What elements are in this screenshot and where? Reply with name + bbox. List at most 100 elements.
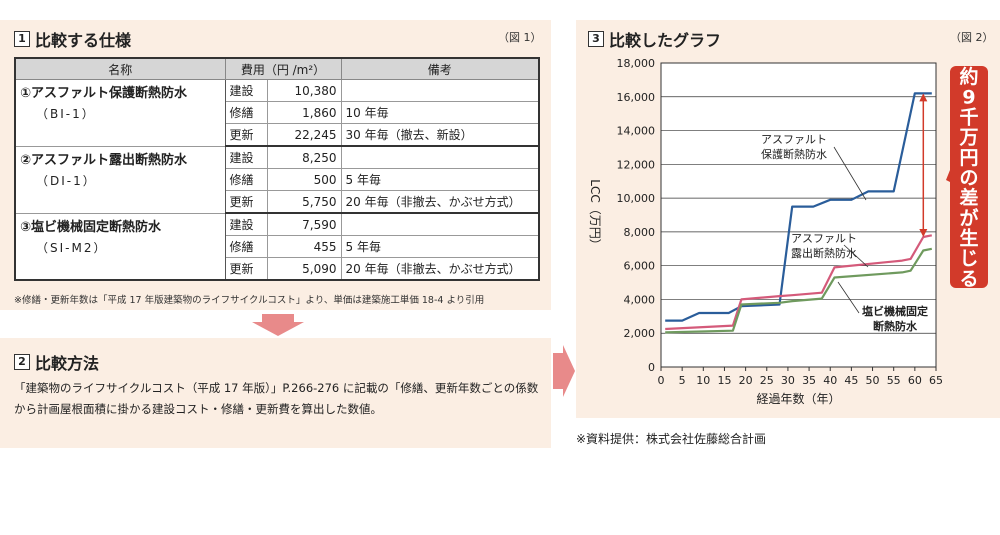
arrow-head-up xyxy=(919,93,928,102)
section-title: 比較したグラフ xyxy=(609,31,722,50)
section-title: 比較する仕様 xyxy=(35,31,132,50)
cost-item: 更新 xyxy=(224,190,268,214)
callout-char: 生 xyxy=(959,227,978,250)
spec-name-cell: ②アスファルト露出断熱防水 （DI-1） xyxy=(14,145,226,214)
y-tick-label: 18,000 xyxy=(617,57,656,70)
x-tick-label: 40 xyxy=(823,374,837,387)
callout-char: の xyxy=(959,167,978,189)
x-tick-label: 35 xyxy=(802,374,816,387)
spec-name: ①アスファルト保護断熱防水 xyxy=(20,86,188,101)
section-number: 1 xyxy=(14,31,30,47)
callout-char: 円 xyxy=(959,147,978,169)
annotation-text: 保護断熱防水 xyxy=(761,147,827,161)
note-cell: 20 年毎（非撤去、かぶせ方式） xyxy=(340,190,540,214)
figure-tag: （図 1） xyxy=(498,31,542,44)
series-line-3 xyxy=(665,247,933,334)
note-cell: 30 年毎（撤去、新設） xyxy=(340,123,540,147)
cost-item: 修繕 xyxy=(224,235,268,258)
method-panel: 2 比較方法 「建築物のライフサイクルコスト（平成 17 年版）」P.266-2… xyxy=(0,338,551,448)
footnote: ※修繕・更新年数は「平成 17 年版建築物のライフサイクルコスト」より、単価は建… xyxy=(14,295,485,306)
x-tick-label: 50 xyxy=(866,374,880,387)
callout-char: 万 xyxy=(958,127,978,149)
x-tick-label: 0 xyxy=(658,374,665,387)
spec-name-cell: ①アスファルト保護断熱防水 （BI-1） xyxy=(14,79,226,147)
y-tick-label: 16,000 xyxy=(617,91,656,104)
annotation-leader xyxy=(833,146,867,201)
x-tick-label: 20 xyxy=(739,374,753,387)
annotation-text: 露出断熱防水 xyxy=(791,246,857,260)
annotation-text: 断熱防水 xyxy=(873,319,918,333)
down-arrow-icon xyxy=(252,314,304,336)
cost-value: 5,090 xyxy=(266,257,342,281)
cost-value: 1,860 xyxy=(266,101,342,124)
y-tick-label: 6,000 xyxy=(624,260,656,273)
section2-heading: 2 比較方法 xyxy=(14,350,99,374)
note-cell: 20 年毎（非撤去、かぶせ方式） xyxy=(340,257,540,281)
table-row: ①アスファルト保護断熱防水 （BI-1） 建設 10,380 xyxy=(14,79,540,147)
callout-char: 約 xyxy=(959,65,978,88)
x-tick-label: 60 xyxy=(908,374,922,387)
header-name: 名称 xyxy=(14,57,226,80)
section-number: 3 xyxy=(588,31,604,47)
spec-name-cell: ③塩ビ機械固定断熱防水 （SI-M2） xyxy=(14,212,226,281)
cost-value: 10,380 xyxy=(266,79,342,102)
section3-heading: 3 比較したグラフ xyxy=(588,27,721,51)
x-tick-label: 45 xyxy=(844,374,858,387)
graph-panel: 3 比較したグラフ （図 2） 0 2,000 4,000 6,000 8,000 10,… xyxy=(576,20,1000,418)
callout-char: 9 xyxy=(962,86,975,108)
spec-code: （SI-M2） xyxy=(36,240,108,255)
y-tick-label: 14,000 xyxy=(617,125,656,138)
x-tick-label: 55 xyxy=(887,374,901,387)
table-row: ②アスファルト露出断熱防水 （DI-1） 建設 8,250 xyxy=(14,145,540,214)
cost-value: 455 xyxy=(266,235,342,258)
cost-item: 建設 xyxy=(224,145,268,169)
table-row: 修繕 455 5 年毎 xyxy=(15,235,540,258)
source-credit: ※資料提供：株式会社佐藤総合計画 xyxy=(576,432,767,446)
figure-tag: （図 2） xyxy=(950,31,994,44)
table-row: 更新 5,750 20 年毎（非撤去、かぶせ方式） xyxy=(15,190,540,214)
section-number: 2 xyxy=(14,354,30,370)
note-cell xyxy=(340,145,540,169)
series-line-2 xyxy=(665,234,933,331)
header-note: 備考 xyxy=(340,57,540,80)
cost-value: 500 xyxy=(266,168,342,191)
x-axis-label: 経過年数（年） xyxy=(756,391,840,406)
callout-char: る xyxy=(959,268,978,290)
callout-pointer xyxy=(946,170,950,182)
table-row: 更新 22,245 30 年毎（撤去、新設） xyxy=(15,123,540,147)
lcc-line-chart: 0 2,000 4,000 6,000 8,000 10,000 12,000 14,000 1… xyxy=(588,57,988,406)
callout-box xyxy=(950,66,988,288)
cost-value: 22,245 xyxy=(266,123,342,147)
spec-code: （BI-1） xyxy=(36,107,96,121)
method-text: 「建築物のライフサイクルコスト（平成 17 年版）」P.266-276 に記載の… xyxy=(14,381,539,416)
x-tick-label: 30 xyxy=(781,374,795,387)
spec-code: （DI-1） xyxy=(36,173,97,188)
table-row: ③塩ビ機械固定断熱防水 （SI-M2） 建設 7,590 xyxy=(14,212,540,281)
note-cell: 5 年毎 xyxy=(340,168,540,191)
x-tick-label: 15 xyxy=(717,374,731,387)
right-arrow-icon xyxy=(553,345,575,397)
x-tick-label: 65 xyxy=(929,374,943,387)
y-tick-label: 0 xyxy=(648,361,655,374)
callout-char: 差 xyxy=(959,186,978,209)
y-tick-label: 12,000 xyxy=(617,158,656,171)
cost-item: 建設 xyxy=(224,79,268,102)
cost-item: 建設 xyxy=(224,212,268,236)
cost-value: 8,250 xyxy=(266,145,342,169)
spec-panel: 1 比較する仕様 （図 1） 名称 費用（円 /m²） 備考 ①アスファルト保護… xyxy=(0,20,551,310)
note-cell xyxy=(340,79,540,102)
cost-item: 修繕 xyxy=(224,168,268,191)
series-line-1 xyxy=(665,92,932,322)
y-tick-label: 4,000 xyxy=(624,293,656,306)
x-tick-label: 5 xyxy=(679,374,686,387)
annotation-leader xyxy=(843,244,869,268)
cost-value: 5,750 xyxy=(266,190,342,214)
x-tick-label: 25 xyxy=(760,374,774,387)
annotation-text: 塩ビ機械固定 xyxy=(862,304,928,318)
plot-area xyxy=(660,62,937,368)
table-row: 修繕 500 5 年毎 xyxy=(15,168,540,191)
cost-item: 修繕 xyxy=(224,101,268,124)
note-cell xyxy=(340,212,540,236)
annotation-leader xyxy=(837,281,860,314)
spec-table: 名称 費用（円 /m²） 備考 ①アスファルト保護断熱防水 （BI-1） 建設 10,… xyxy=(14,57,540,281)
